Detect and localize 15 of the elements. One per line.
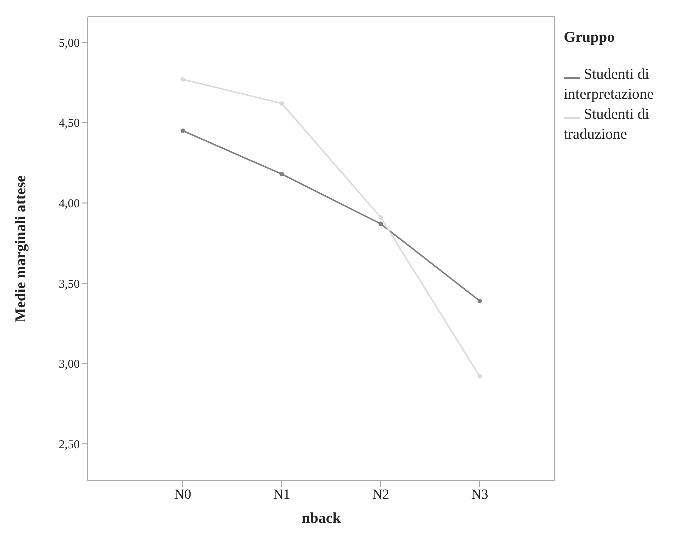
x-tick-label: N0 <box>174 488 192 503</box>
x-tick-label: N1 <box>273 488 291 503</box>
y-tick-label: 2,50 <box>59 437 80 452</box>
x-tick-label: N3 <box>471 488 489 503</box>
y-tick-label: 3,50 <box>59 276 80 291</box>
legend-title: Gruppo <box>564 30 616 47</box>
y-axis-title: Medie marginali attese <box>13 175 30 322</box>
y-tick-label: 5,00 <box>59 36 80 50</box>
y-tick-label: 4,00 <box>59 196 80 210</box>
x-axis-title: nback <box>302 511 342 527</box>
y-tick-label: 4,50 <box>59 116 80 130</box>
x-tick-label: N2 <box>372 488 390 503</box>
legend-label: Studenti di traduzione <box>564 106 650 145</box>
y-tick-label: 3,00 <box>59 357 80 372</box>
legend-label: Studenti di interpretazione <box>564 66 655 105</box>
